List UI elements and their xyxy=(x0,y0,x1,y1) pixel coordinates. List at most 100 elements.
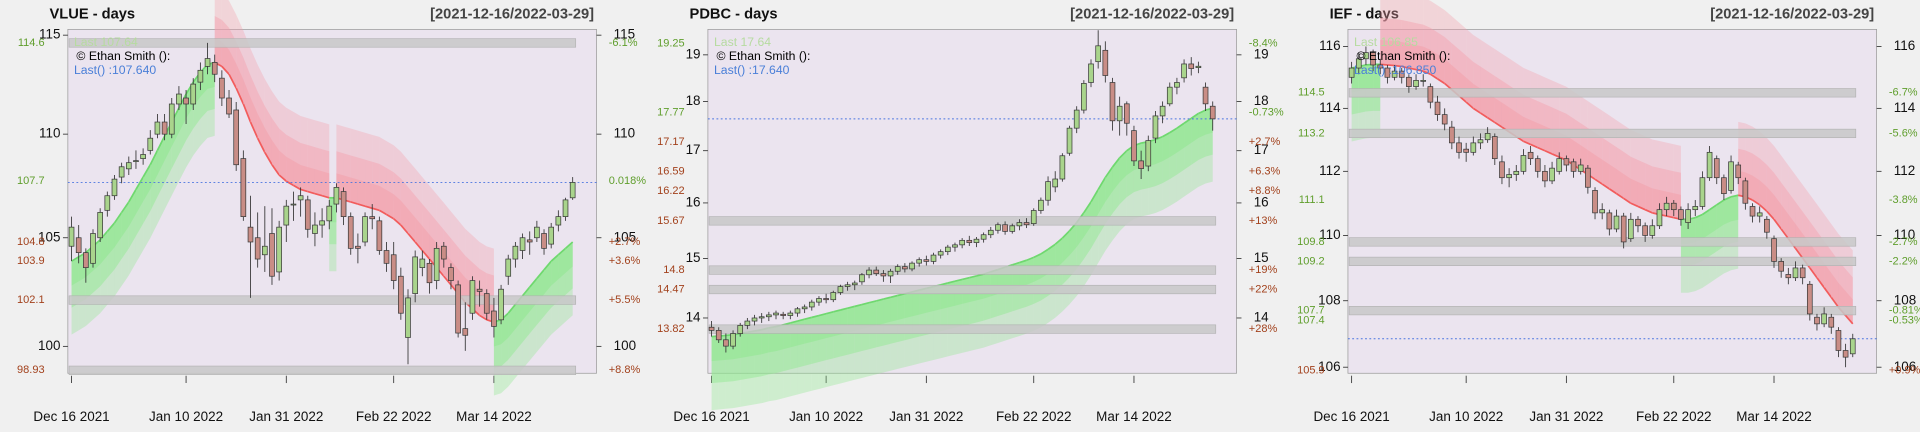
candle-body xyxy=(909,262,915,270)
candle-body xyxy=(1109,82,1116,122)
candle-body xyxy=(1030,210,1037,224)
panel: IEF - days [2021-12-16/2022-03-29]106 1061… xyxy=(1297,0,1920,424)
candle-body xyxy=(1470,142,1477,153)
y-tick-label: 15 xyxy=(686,250,701,265)
trend-fan xyxy=(1666,191,1674,218)
candle-body xyxy=(730,333,736,347)
ma-line xyxy=(1019,259,1027,264)
level-label: 113.2 xyxy=(1298,127,1325,139)
level-bar xyxy=(708,265,1217,275)
trend-fan xyxy=(264,127,272,165)
candle-body xyxy=(1663,202,1670,211)
y-tick-label: 115 xyxy=(39,27,60,42)
legend-entry: © Ethan Smith (): xyxy=(76,49,170,63)
candle-body xyxy=(254,237,261,260)
trend-fan xyxy=(1652,188,1660,215)
ma-line xyxy=(790,320,798,324)
candle-body xyxy=(1585,167,1591,188)
trend-fan xyxy=(1380,39,1388,65)
ma-line xyxy=(1394,64,1402,68)
candle-body xyxy=(708,326,715,331)
candle-body xyxy=(1606,212,1613,230)
trend-fan xyxy=(508,304,516,338)
candle-body xyxy=(569,182,576,199)
ma-line xyxy=(135,176,144,190)
trend-fan xyxy=(1169,128,1177,158)
ma-line xyxy=(1780,228,1790,240)
candle-body xyxy=(147,137,154,151)
candle-body xyxy=(419,258,426,268)
ma-line xyxy=(414,241,423,252)
x-tick-label: Jan 10 2022 xyxy=(149,409,223,424)
ma-line xyxy=(1716,199,1725,206)
candle-body xyxy=(945,246,951,253)
legend-entry: Last 17.64 xyxy=(714,35,771,49)
candle-body xyxy=(226,97,232,115)
candle-body xyxy=(1038,199,1044,211)
candle-body xyxy=(1023,222,1030,226)
trend-fan xyxy=(221,41,230,75)
trend-fan xyxy=(1566,135,1574,165)
candle-body xyxy=(312,224,318,234)
level-label: 14.8 xyxy=(663,264,684,276)
panel: PDBC - days [2021-12-16/2022-03-29] 14 14 15… xyxy=(657,7,1284,424)
candle-body xyxy=(1398,70,1405,78)
trend-fan xyxy=(1723,196,1732,225)
candle-body xyxy=(744,320,751,326)
candle-body xyxy=(1159,105,1166,117)
ma-line xyxy=(293,184,302,191)
level-change: +13% xyxy=(1249,215,1278,227)
trend-fan xyxy=(350,177,358,205)
candle-body xyxy=(1799,267,1806,279)
level-label: 107.7 xyxy=(17,175,45,187)
y-tick-label-right: 17 xyxy=(1254,142,1269,157)
level-change: +2.7% xyxy=(1249,136,1281,148)
y-tick-label: 14 xyxy=(686,310,701,325)
trend-fan xyxy=(135,177,144,214)
ma-line xyxy=(1190,112,1199,120)
trend-fan xyxy=(869,300,877,328)
ma-line xyxy=(1701,208,1711,216)
candle-body xyxy=(455,284,461,334)
y-tick-label: 114 xyxy=(1319,100,1341,115)
candle-body xyxy=(1713,158,1720,179)
ma-line xyxy=(1162,131,1171,138)
candle-body xyxy=(1095,45,1101,63)
ma-line xyxy=(1198,109,1206,115)
candle-body xyxy=(1527,151,1534,160)
trend-fan xyxy=(1401,42,1409,69)
candle-body xyxy=(204,58,211,67)
trend-fan xyxy=(897,293,905,320)
ma-line xyxy=(1104,166,1114,178)
candle-body xyxy=(1088,63,1094,83)
candle-body xyxy=(1427,86,1434,103)
candle-body xyxy=(1613,215,1620,230)
legend-entry: © Ethan Smith (): xyxy=(716,49,810,63)
candle-body xyxy=(176,93,182,105)
candle-body xyxy=(808,301,815,308)
ma-line xyxy=(1608,188,1617,195)
trend-fan xyxy=(1645,185,1653,213)
ma-line xyxy=(804,316,813,321)
candle-body xyxy=(483,293,490,314)
y-tick-label-right: 112 xyxy=(1894,163,1915,178)
candle-body xyxy=(183,97,189,105)
ma-line xyxy=(840,307,848,311)
level-change: +3.6% xyxy=(609,255,641,267)
candle-body xyxy=(283,205,290,226)
y-tick-label: 108 xyxy=(1318,292,1340,307)
y-tick-label-right: 14 xyxy=(1254,310,1269,325)
candle-body xyxy=(125,162,132,170)
level-label: 19.25 xyxy=(657,37,685,49)
candle-body xyxy=(1814,316,1820,325)
candle-body xyxy=(68,226,75,247)
date-range: [2021-12-16/2022-03-29] xyxy=(430,7,594,23)
trend-fan xyxy=(1394,41,1402,67)
x-tick-label: Jan 10 2022 xyxy=(789,409,863,424)
candle-body xyxy=(498,288,504,321)
candle-body xyxy=(433,247,440,281)
ma-line xyxy=(271,164,280,176)
ma-line xyxy=(1637,205,1646,211)
ma-line xyxy=(421,249,431,260)
candle-body xyxy=(1542,170,1548,182)
